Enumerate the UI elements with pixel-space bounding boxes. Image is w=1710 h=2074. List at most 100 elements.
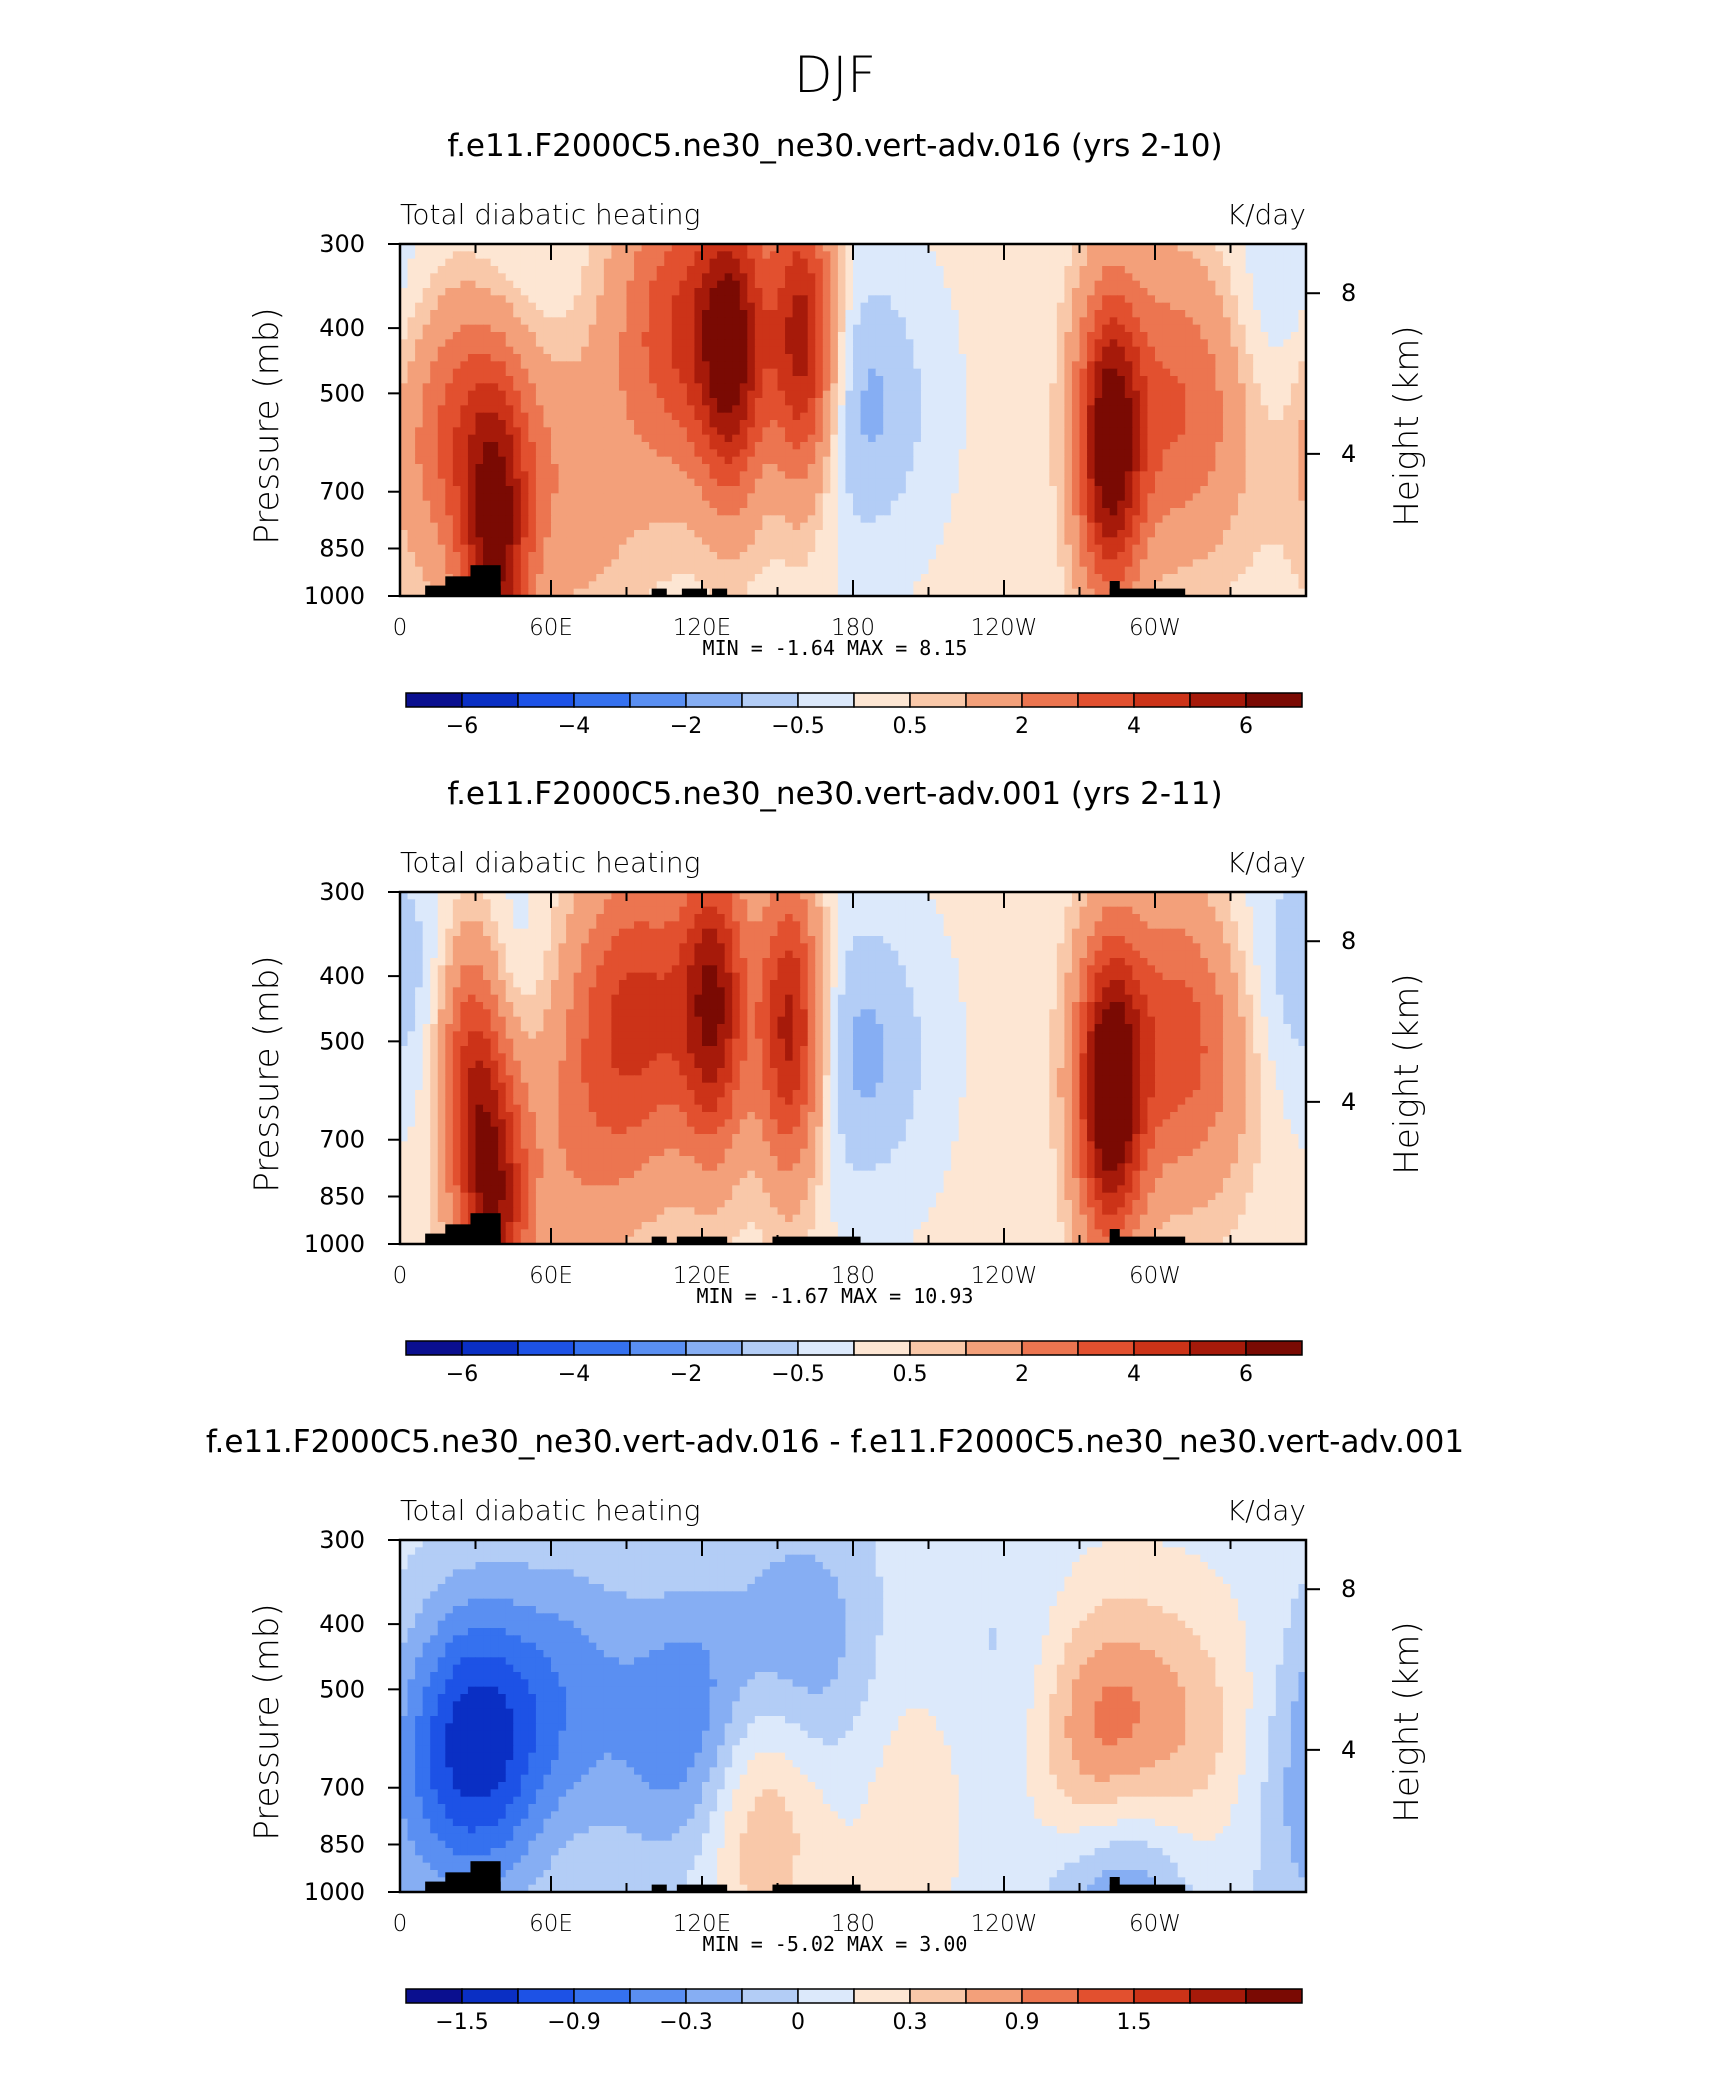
- heatmap-cell: [1132, 251, 1141, 260]
- heatmap-cell: [1238, 405, 1247, 414]
- heatmap-cell: [951, 339, 960, 348]
- heatmap-cell: [483, 522, 492, 531]
- heatmap-cell: [581, 390, 590, 399]
- heatmap-cell: [890, 324, 899, 333]
- heatmap-cell: [528, 493, 537, 502]
- heatmap-cell: [407, 383, 416, 392]
- heatmap-cell: [815, 361, 824, 370]
- heatmap-cell: [1222, 493, 1232, 502]
- heatmap-cell: [898, 332, 907, 340]
- heatmap-cell: [883, 405, 892, 414]
- heatmap-cell: [1177, 456, 1186, 465]
- heatmap-cell: [1162, 456, 1171, 465]
- heatmap-cell: [611, 522, 620, 531]
- heatmap-cell: [543, 412, 552, 421]
- heatmap-cell: [905, 493, 914, 502]
- heatmap-cell: [709, 478, 718, 487]
- heatmap-cell: [566, 508, 575, 516]
- heatmap-cell: [1071, 486, 1081, 494]
- heatmap-cell: [694, 244, 703, 252]
- heatmap-cell: [1200, 354, 1209, 362]
- heatmap-cell: [739, 266, 748, 274]
- heatmap-cell: [694, 478, 703, 487]
- heatmap-cell: [815, 368, 824, 377]
- heatmap-cell: [1041, 434, 1050, 443]
- heatmap-cell: [1268, 420, 1277, 428]
- heatmap-cell: [1275, 244, 1284, 252]
- heatmap-cell: [936, 376, 945, 384]
- heatmap-cell: [626, 339, 635, 348]
- heatmap-cell: [1041, 295, 1050, 304]
- heatmap-cell: [1170, 471, 1179, 480]
- heatmap-cell: [1004, 522, 1013, 531]
- heatmap-cell: [966, 412, 975, 421]
- heatmap-cell: [868, 456, 877, 465]
- heatmap-cell: [890, 354, 899, 362]
- heatmap-cell: [415, 317, 424, 326]
- heatmap-cell: [1200, 324, 1209, 333]
- heatmap-cell: [1079, 332, 1088, 340]
- heatmap-cell: [460, 530, 469, 538]
- heatmap-cell: [664, 368, 673, 377]
- heatmap-cell: [981, 258, 990, 267]
- heatmap-cell: [973, 522, 982, 531]
- heatmap-cell: [830, 346, 839, 355]
- heatmap-cell: [936, 412, 945, 421]
- heatmap-cell: [1124, 500, 1133, 509]
- heatmap-cell: [656, 405, 665, 414]
- heatmap-cell: [641, 302, 650, 311]
- heatmap-cell: [837, 522, 847, 531]
- heatmap-cell: [634, 508, 643, 516]
- heatmap-cell: [1290, 434, 1300, 443]
- heatmap-cell: [490, 427, 499, 436]
- heatmap-cell: [830, 544, 839, 553]
- heatmap-cell: [1056, 508, 1065, 516]
- heatmap-cell: [724, 251, 733, 260]
- heatmap-cell: [928, 471, 937, 480]
- heatmap-cell: [822, 383, 831, 392]
- heatmap-cell: [581, 361, 590, 370]
- heatmap-cell: [1026, 266, 1035, 274]
- heatmap-cell: [1245, 478, 1254, 487]
- heatmap-cell: [762, 420, 771, 428]
- heatmap-cell: [1298, 478, 1307, 487]
- heatmap-cell: [535, 280, 545, 289]
- heatmap-cell: [1132, 456, 1141, 465]
- heatmap-cell: [1056, 500, 1065, 509]
- heatmap-cell: [543, 368, 552, 377]
- heatmap-cell: [936, 324, 945, 333]
- heatmap-cell: [958, 339, 967, 348]
- heatmap-cell: [1026, 398, 1035, 406]
- heatmap-cell: [739, 332, 748, 340]
- heatmap-cell: [1064, 427, 1073, 436]
- heatmap-cell: [717, 449, 726, 458]
- heatmap-cell: [702, 258, 711, 267]
- heatmap-cell: [1094, 302, 1103, 311]
- heatmap-cell: [845, 310, 854, 318]
- heatmap-cell: [1177, 464, 1186, 472]
- heatmap-cell: [739, 339, 748, 348]
- heatmap-cell: [1011, 280, 1020, 289]
- heatmap-cell: [1019, 251, 1028, 260]
- heatmap-cell: [467, 251, 477, 260]
- heatmap-cell: [498, 354, 507, 362]
- heatmap-cell: [890, 376, 899, 384]
- heatmap-cell: [1268, 427, 1277, 436]
- heatmap-cell: [505, 449, 514, 458]
- heatmap-cell: [422, 434, 431, 443]
- heatmap-cell: [596, 530, 605, 538]
- heatmap-cell: [981, 368, 990, 377]
- heatmap-cell: [460, 398, 469, 406]
- heatmap-cell: [709, 544, 718, 553]
- heatmap-cell: [671, 478, 680, 487]
- heatmap-cell: [656, 280, 665, 289]
- heatmap-cell: [943, 405, 952, 414]
- heatmap-cell: [513, 346, 522, 355]
- heatmap-cell: [732, 302, 741, 311]
- heatmap-cell: [785, 456, 794, 465]
- heatmap-cell: [1139, 302, 1149, 311]
- heatmap-cell: [1283, 427, 1292, 436]
- heatmap-cell: [528, 346, 537, 355]
- heatmap-cell: [430, 508, 439, 516]
- heatmap-cell: [1011, 273, 1020, 282]
